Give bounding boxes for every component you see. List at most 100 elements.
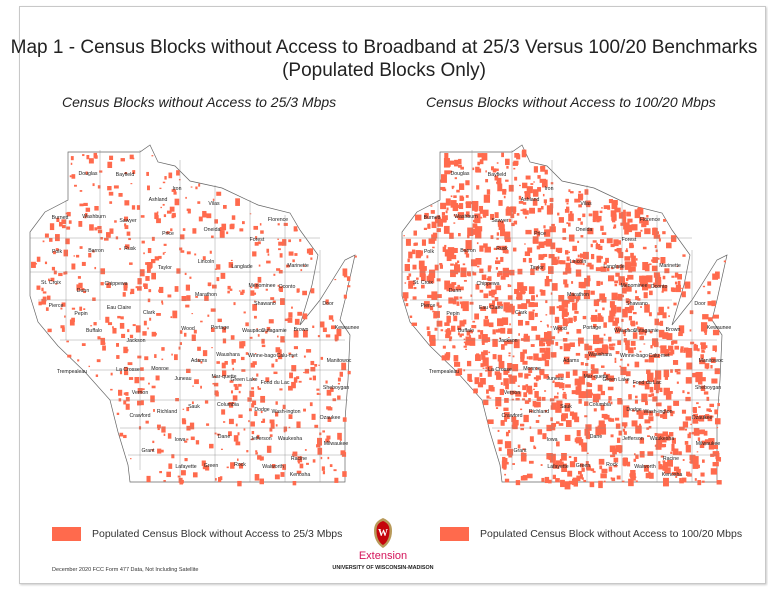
census-block bbox=[570, 481, 574, 484]
census-block bbox=[237, 458, 239, 461]
county-label: Oneida bbox=[576, 227, 593, 233]
census-block bbox=[582, 213, 586, 218]
census-block bbox=[603, 480, 606, 483]
census-block bbox=[644, 304, 650, 313]
census-block bbox=[635, 258, 638, 261]
census-block bbox=[712, 329, 720, 336]
census-block bbox=[132, 170, 136, 174]
census-block bbox=[120, 158, 125, 162]
census-block bbox=[444, 152, 449, 160]
census-block bbox=[471, 200, 479, 211]
census-block bbox=[531, 302, 538, 307]
county-label: Fond du Lac bbox=[261, 380, 290, 386]
county-label: Iowa bbox=[175, 437, 186, 443]
census-block bbox=[643, 292, 648, 299]
census-block bbox=[41, 298, 47, 305]
census-block bbox=[639, 451, 645, 458]
census-block bbox=[659, 463, 662, 466]
county-label: Rock bbox=[606, 462, 618, 468]
county-label: Shawano bbox=[254, 301, 276, 307]
census-block bbox=[282, 464, 287, 470]
census-block bbox=[140, 400, 144, 406]
census-block bbox=[535, 420, 540, 423]
census-block bbox=[667, 459, 674, 467]
census-block bbox=[671, 471, 677, 476]
census-block bbox=[510, 213, 515, 219]
census-block bbox=[449, 338, 452, 342]
census-block bbox=[664, 376, 669, 380]
census-block bbox=[254, 283, 259, 289]
university-wordmark: UNIVERSITY OF WISCONSIN-MADISON bbox=[332, 565, 434, 571]
census-block bbox=[586, 202, 591, 208]
census-block bbox=[458, 233, 461, 237]
census-block bbox=[614, 357, 617, 361]
census-block bbox=[56, 217, 60, 222]
census-block bbox=[590, 253, 595, 260]
census-block bbox=[343, 294, 347, 299]
census-block bbox=[504, 397, 509, 403]
census-block bbox=[160, 449, 164, 453]
census-block bbox=[480, 216, 483, 219]
census-block bbox=[663, 332, 669, 338]
census-block bbox=[540, 167, 543, 169]
census-block bbox=[611, 218, 616, 223]
census-block bbox=[63, 271, 66, 275]
census-block bbox=[354, 255, 357, 258]
census-block bbox=[638, 381, 644, 386]
census-block bbox=[421, 274, 426, 282]
census-block bbox=[195, 295, 198, 298]
census-block bbox=[508, 218, 512, 223]
census-block bbox=[555, 247, 563, 252]
census-block bbox=[486, 189, 491, 195]
census-block bbox=[561, 315, 565, 319]
census-block bbox=[171, 353, 173, 356]
census-block bbox=[488, 290, 493, 296]
census-block bbox=[166, 210, 172, 214]
census-block bbox=[648, 354, 655, 363]
census-block bbox=[599, 293, 606, 301]
county-label: Manitowoc bbox=[699, 358, 724, 364]
census-block bbox=[74, 184, 77, 187]
census-block bbox=[623, 431, 627, 435]
census-block bbox=[441, 217, 447, 223]
census-block bbox=[167, 294, 172, 298]
county-label: St. Croix bbox=[413, 280, 433, 286]
census-block bbox=[631, 224, 638, 231]
census-block bbox=[585, 424, 592, 431]
census-block bbox=[175, 398, 179, 402]
census-block bbox=[656, 434, 659, 438]
census-block bbox=[648, 425, 652, 429]
census-block bbox=[610, 210, 617, 217]
census-block bbox=[501, 152, 505, 158]
census-block bbox=[588, 213, 593, 217]
census-block bbox=[714, 368, 720, 375]
census-block bbox=[490, 213, 495, 220]
census-block bbox=[517, 282, 524, 290]
census-block bbox=[212, 198, 215, 201]
census-block bbox=[708, 438, 715, 444]
census-block bbox=[520, 423, 525, 427]
census-block bbox=[492, 354, 497, 360]
census-block bbox=[415, 250, 421, 259]
census-block bbox=[53, 270, 57, 275]
county-label: Waupaca bbox=[242, 328, 264, 334]
county-label: Waushara bbox=[216, 352, 240, 358]
census-block bbox=[137, 355, 142, 359]
census-block bbox=[515, 391, 522, 397]
census-block bbox=[446, 330, 452, 335]
census-block bbox=[517, 268, 523, 275]
census-block bbox=[677, 280, 681, 286]
census-block bbox=[612, 226, 616, 229]
census-block bbox=[512, 364, 519, 372]
census-block bbox=[238, 383, 242, 387]
census-block bbox=[186, 368, 191, 374]
census-block bbox=[477, 329, 481, 333]
census-block bbox=[496, 232, 500, 236]
census-block bbox=[178, 346, 181, 350]
census-block bbox=[523, 414, 529, 423]
census-block bbox=[265, 377, 270, 382]
county-label: Forest bbox=[622, 237, 637, 243]
census-block bbox=[189, 422, 195, 430]
census-block bbox=[245, 352, 249, 355]
census-block bbox=[566, 343, 571, 350]
